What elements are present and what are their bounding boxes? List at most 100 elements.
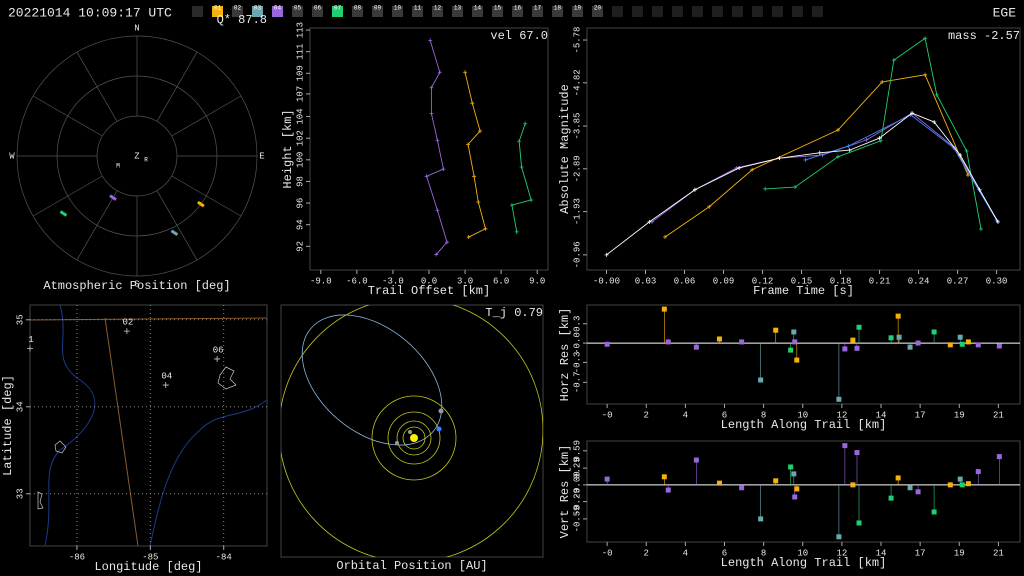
lake: [37, 491, 44, 510]
x-axis-label: Frame Time [s]: [753, 284, 854, 298]
station-box: [772, 6, 783, 17]
residual-point: [665, 339, 671, 345]
station-name: 1: [28, 335, 33, 345]
x-axis-label: Trail Offset [km]: [368, 284, 490, 298]
residual-point: [959, 341, 965, 347]
y-tick-label: -0.96: [572, 241, 582, 268]
data-point: [466, 235, 471, 240]
data-point: [663, 235, 668, 240]
data-point: [441, 167, 446, 172]
y-tick-label: 0.29: [572, 457, 582, 479]
data-point: [435, 208, 440, 213]
residual-point: [907, 485, 913, 491]
y-tick-label: -3.85: [572, 113, 582, 140]
data-point: [514, 229, 519, 234]
data-point: [529, 197, 534, 202]
data-point: [958, 153, 963, 158]
x-tick-label: -9.0: [310, 276, 332, 286]
residual-point: [896, 334, 902, 340]
x-tick-label: 2: [644, 410, 649, 420]
earth: [436, 426, 442, 432]
station-label: 02: [234, 5, 242, 12]
sun: [410, 434, 418, 442]
residual-point: [931, 329, 937, 335]
x-tick-label: 14: [876, 410, 887, 420]
residual-point: [665, 487, 671, 493]
station-name: 02: [122, 317, 133, 327]
station-box: [292, 6, 303, 17]
polar-spoke: [171, 95, 242, 137]
data-point: [428, 38, 433, 43]
x-tick-label: 0.09: [713, 276, 735, 286]
y-tick-label: 92: [295, 241, 305, 252]
data-point: [750, 167, 755, 172]
data-point: [877, 136, 882, 141]
station-box: [232, 6, 243, 17]
x-tick-label: -3.0: [382, 276, 404, 286]
station-label: 13: [454, 5, 462, 12]
y-tick-label: -4.82: [572, 69, 582, 96]
data-point: [817, 150, 822, 155]
residual-point: [836, 534, 842, 540]
residual-point: [791, 471, 797, 477]
y-tick-label: 113: [295, 22, 305, 38]
residual-point: [661, 474, 667, 480]
station-label: 11: [414, 5, 422, 12]
y-tick-label: -1.93: [572, 198, 582, 225]
residual-point: [996, 343, 1002, 349]
state-border: [104, 317, 139, 547]
annotation: mass -2.57: [948, 29, 1020, 43]
x-tick-label: -84: [216, 552, 232, 562]
data-point: [437, 70, 442, 75]
y-tick-label: 102: [295, 130, 305, 146]
station-box: [212, 6, 223, 17]
y-tick-label: -0.0: [572, 332, 582, 354]
x-tick-label: 19: [954, 410, 965, 420]
y-tick-label: 107: [295, 86, 305, 102]
data-point: [793, 185, 798, 190]
y-axis-label: Latitude [deg]: [1, 375, 15, 476]
data-point: [424, 174, 429, 179]
state-border: [29, 317, 268, 321]
data-point: [517, 139, 522, 144]
y-tick-label: 109: [295, 65, 305, 81]
x-tick-label: 6.0: [493, 276, 509, 286]
residual-point: [773, 327, 779, 333]
data-point: [647, 219, 652, 224]
residual-point: [739, 485, 745, 491]
planet: [408, 430, 412, 434]
planet: [395, 441, 399, 445]
y-tick-label: 0.59: [572, 440, 582, 462]
station-label: 06: [314, 5, 322, 12]
center-label: Z: [134, 151, 140, 161]
x-tick-label: -0.00: [593, 276, 620, 286]
series-line: [511, 123, 532, 232]
data-point: [910, 111, 915, 116]
data-point: [483, 226, 488, 231]
y-tick-label: -5.78: [572, 27, 582, 54]
residual-point: [693, 344, 699, 350]
station-label: 12: [434, 5, 442, 12]
residual-point: [856, 324, 862, 330]
station-box: [492, 6, 503, 17]
data-point: [476, 200, 481, 205]
polar-spoke: [76, 51, 118, 122]
x-tick-label: 12: [836, 548, 847, 558]
orbit-diagram: [280, 304, 544, 558]
data-point: [777, 156, 782, 161]
station-marker: [123, 328, 130, 335]
plot-frame: [586, 304, 1021, 405]
residual-point: [947, 342, 953, 348]
polar-spoke: [156, 190, 198, 261]
station-box: [352, 6, 363, 17]
residual-point: [788, 464, 794, 470]
x-tick-label: 17: [915, 548, 926, 558]
station-box: [272, 6, 283, 17]
residual-point: [965, 339, 971, 345]
x-tick-label: 0.18: [830, 276, 852, 286]
y-tick-label: 100: [295, 152, 305, 168]
data-point: [692, 187, 697, 192]
data-point: [519, 165, 524, 170]
station-box: [432, 6, 443, 17]
